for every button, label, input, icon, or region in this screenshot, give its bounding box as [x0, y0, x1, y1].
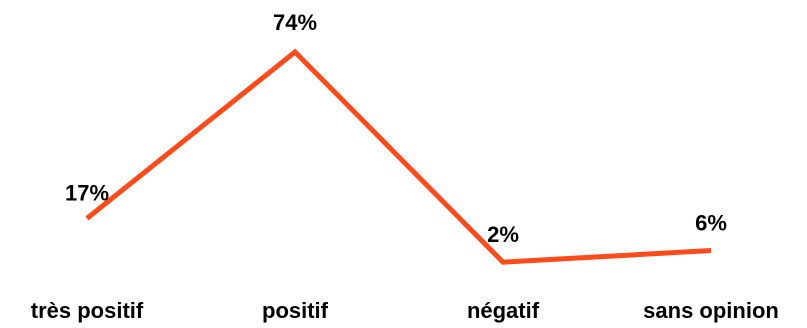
data-label: 74% [273, 10, 317, 35]
category-label: positif [262, 298, 329, 323]
data-label: 6% [695, 210, 727, 235]
category-labels-layer: très positif positif négatif sans opinion [31, 298, 779, 323]
data-labels-layer: 17% 74% 2% 6% [65, 10, 727, 247]
data-label: 17% [65, 180, 109, 205]
series-line [85, 48, 712, 265]
data-label: 2% [487, 222, 519, 247]
category-label: négatif [467, 298, 540, 323]
category-label: sans opinion [643, 298, 779, 323]
category-label: très positif [31, 298, 144, 323]
series-layer [85, 48, 712, 265]
